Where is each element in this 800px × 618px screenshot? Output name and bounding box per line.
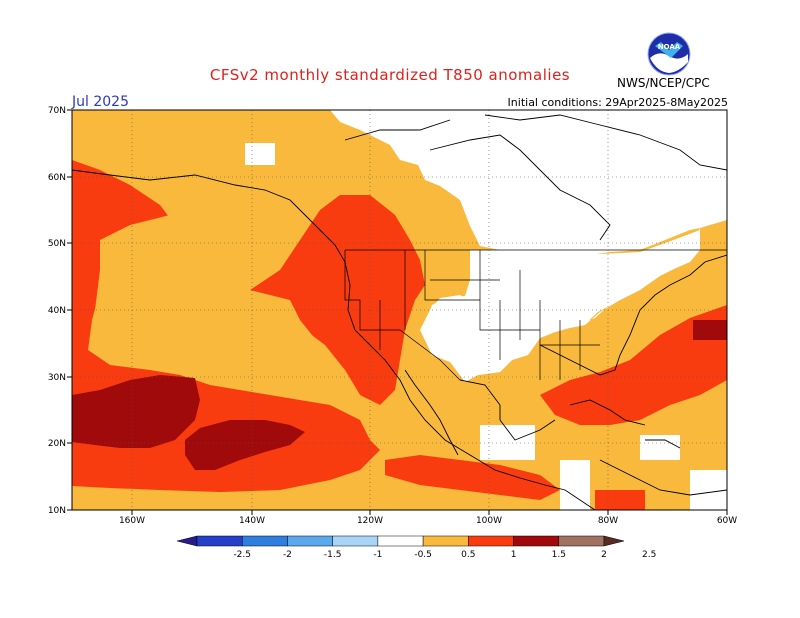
- anomaly-south-pos1: [72, 500, 132, 510]
- anomaly-east-pacific-pos2: [250, 195, 425, 405]
- colorbar-label: 2.5: [642, 550, 656, 560]
- colorbar: -2.5 -2 -1.5 -1 -0.5 0.5 1 1.5 2 2.5: [176, 535, 656, 560]
- anomaly-hawaii-pos3: [72, 375, 200, 448]
- colorbar-label: -1.5: [324, 550, 342, 560]
- noaa-logo: NOAA: [647, 32, 691, 76]
- forecast-month: Jul 2025: [72, 94, 129, 110]
- lat-label: 50N: [48, 239, 66, 249]
- anomaly-east-orange-island: [285, 330, 360, 395]
- colorbar-label: -2: [283, 550, 292, 560]
- logo-text: NOAA: [658, 43, 681, 51]
- colorbar-low-arrow: [176, 535, 198, 547]
- colorbar-swatch: [332, 535, 379, 547]
- lon-label: 100W: [476, 516, 502, 526]
- anomaly-atlantic-pos3: [693, 320, 727, 340]
- colorbar-label: 1: [511, 550, 517, 560]
- political-borders: [344, 249, 727, 381]
- graticule: [72, 110, 727, 510]
- lon-label: 80W: [598, 516, 618, 526]
- colorbar-swatch: [513, 535, 560, 547]
- colorbar-label: 2: [601, 550, 607, 560]
- colorbar-swatch: [558, 535, 605, 547]
- lat-label: 30N: [48, 373, 66, 383]
- colorbar-swatch: [287, 535, 333, 547]
- coastlines: [72, 114, 727, 510]
- lon-label: 160W: [119, 516, 145, 526]
- lat-label: 70N: [48, 106, 66, 116]
- lon-label: 140W: [239, 516, 265, 526]
- lat-label: 40N: [48, 306, 66, 316]
- anomaly-subtropic-pos3: [185, 420, 305, 470]
- colorbar-label: 0.5: [461, 550, 475, 560]
- map-field: [72, 110, 727, 510]
- lat-label: 60N: [48, 173, 66, 183]
- lon-label: 120W: [357, 516, 383, 526]
- colorbar-label: -1: [373, 550, 382, 560]
- anomaly-mexico-pos2: [385, 455, 560, 500]
- chart-title: CFSv2 monthly standardized T850 anomalie…: [209, 66, 571, 84]
- colorbar-label: 1.5: [552, 550, 566, 560]
- neutral-us-interior: [422, 230, 700, 382]
- neutral-centralam-patch: [560, 460, 590, 510]
- colorbar-swatch: [377, 535, 424, 547]
- neutral-sa-patch: [690, 470, 727, 510]
- neutral-alaska-patch: [245, 143, 275, 165]
- agency-label: NWS/NCEP/CPC: [617, 76, 710, 90]
- lat-labels: 70N 60N 50N 40N 30N 20N 10N: [48, 106, 66, 516]
- anomaly-pacific-orange-island: [95, 190, 275, 345]
- colorbar-label: -2.5: [233, 550, 251, 560]
- lon-label: 60W: [717, 516, 737, 526]
- colorbar-swatch: [196, 535, 243, 547]
- colorbar-high-arrow: [603, 535, 625, 547]
- neutral-caribbean-patch: [640, 435, 680, 460]
- lat-label: 10N: [48, 506, 66, 516]
- anomaly-sa-pos2: [595, 490, 645, 510]
- axis-ticks: [67, 109, 728, 515]
- colorbar-label: -0.5: [414, 550, 432, 560]
- lat-label: 20N: [48, 439, 66, 449]
- colorbar-swatch: [468, 535, 514, 547]
- colorbar-swatch: [241, 535, 288, 547]
- colorbar-swatch: [422, 535, 469, 547]
- initial-conditions: Initial conditions: 29Apr2025-8May2025: [507, 96, 728, 109]
- anomaly-gulf-atlantic-pos2: [540, 305, 727, 425]
- lon-labels: 160W 140W 120W 100W 80W 60W: [119, 516, 737, 526]
